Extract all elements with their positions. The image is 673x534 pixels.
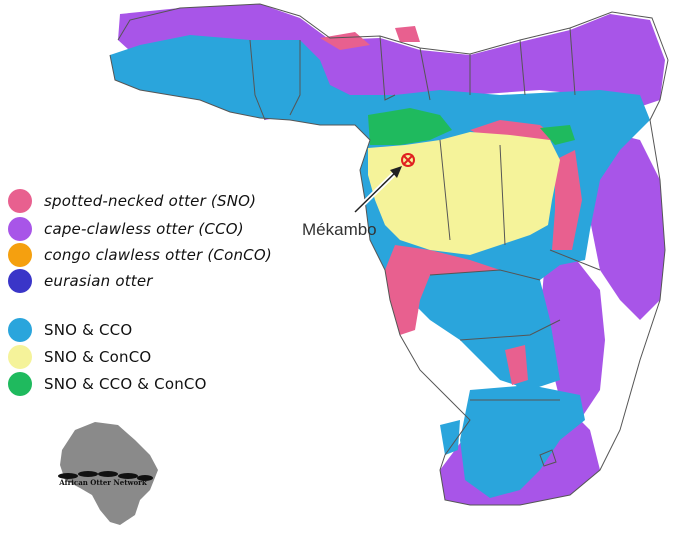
- country-borders: [109, 3, 669, 506]
- legend-swatch-eurasian: [8, 269, 32, 293]
- mekambo-pointer-arrow: [353, 166, 402, 214]
- legend-item-sno: spotted-necked otter (SNO): [8, 188, 256, 214]
- legend-swatches: [8, 189, 32, 396]
- otter-silhouettes-icon: [58, 471, 153, 481]
- legend-label-eurasian: eurasian otter: [44, 272, 153, 290]
- legend-item-conco: congo clawless otter (ConCO): [8, 242, 272, 268]
- legend-swatch-cco: [8, 217, 32, 241]
- sno-conco-central: [368, 132, 560, 255]
- legend-label-cco: cape-clawless otter (CCO): [44, 220, 244, 238]
- legend-swatch-sno: [8, 189, 32, 213]
- sno-cco-tail: [440, 420, 460, 455]
- legend-swatch-sno-conco: [8, 345, 32, 369]
- legend-swatch-conco: [8, 243, 32, 267]
- legend-item-eurasian: eurasian otter: [8, 268, 153, 294]
- legend-swatch-sno-cco: [8, 318, 32, 342]
- legend-label-sno: spotted-necked otter (SNO): [44, 192, 257, 210]
- sno-cco-conco-range: [368, 108, 575, 145]
- legend-item-sno-cco-conco: SNO & CCO & ConCO: [8, 371, 207, 397]
- legend-item-sno-conco: SNO & ConCO: [8, 344, 151, 370]
- triple-overlap-east: [540, 125, 575, 145]
- sno-conco-range: [368, 132, 560, 255]
- mekambo-label: Mékambo: [302, 220, 377, 239]
- cco-east: [590, 130, 665, 320]
- sno-west-coast: [385, 245, 500, 335]
- triple-overlap-west: [368, 108, 452, 145]
- sno-cco-south: [460, 385, 585, 498]
- african-otter-network-logo: [58, 422, 158, 525]
- sno-east-rift: [552, 150, 582, 250]
- sno-south-band: [505, 345, 528, 385]
- legend-item-cco: cape-clawless otter (CCO): [8, 216, 244, 242]
- mekambo-marker: [401, 153, 415, 167]
- legend-swatch-sno-cco-conco: [8, 372, 32, 396]
- logo-text: African Otter Network: [59, 478, 147, 487]
- legend-item-sno-cco: SNO & CCO: [8, 317, 132, 343]
- legend-label-conco: congo clawless otter (ConCO): [44, 246, 272, 264]
- legend-label-sno-conco: SNO & ConCO: [44, 348, 152, 366]
- legend-label-sno-cco-conco: SNO & CCO & ConCO: [44, 375, 207, 393]
- sno-north-spot2: [395, 26, 420, 42]
- legend-label-sno-cco: SNO & CCO: [44, 321, 133, 339]
